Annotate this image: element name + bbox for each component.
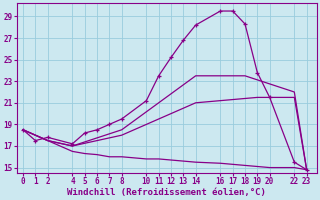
X-axis label: Windchill (Refroidissement éolien,°C): Windchill (Refroidissement éolien,°C) xyxy=(67,188,266,197)
